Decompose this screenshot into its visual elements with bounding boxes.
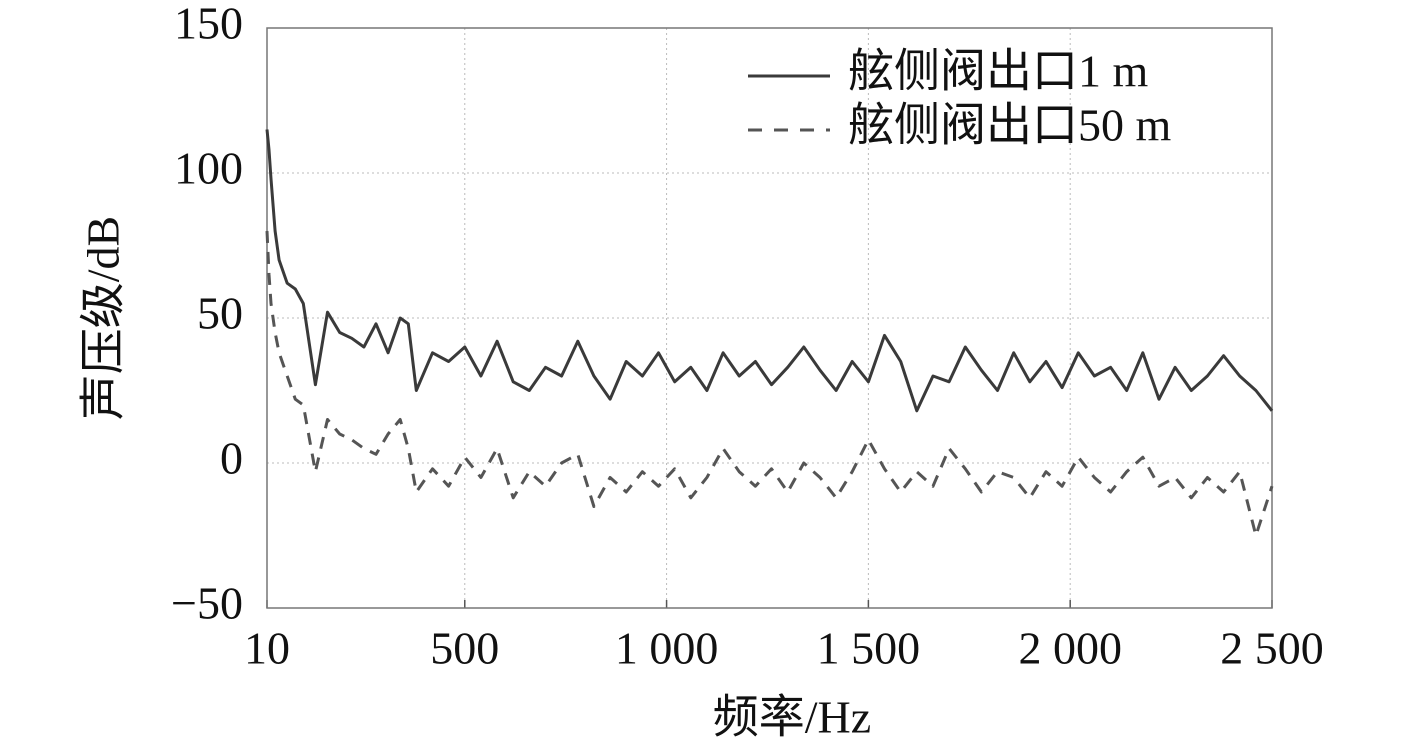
y-axis-label: 声压级/dB [78,216,129,420]
x-tick-label: 1 000 [615,623,719,674]
x-tick-label: 500 [430,623,499,674]
y-tick-label: 100 [174,143,243,194]
x-tick-label: 2 000 [1018,623,1122,674]
y-tick-label: −50 [171,578,243,629]
x-tick-label: 10 [244,623,290,674]
series-line [265,129,1274,413]
plot-frame [266,27,1273,609]
legend-label: 舷侧阀出口50 m [848,100,1172,151]
legend-label: 舷侧阀出口1 m [848,46,1149,97]
y-tick-label: 150 [174,0,243,49]
y-tick-label: 0 [220,433,243,484]
y-tick-label: 50 [197,288,243,339]
x-axis-label: 频率/Hz [713,692,871,743]
x-tick-label: 2 500 [1220,623,1324,674]
x-tick-label: 1 500 [817,623,921,674]
series-line [265,230,1274,537]
